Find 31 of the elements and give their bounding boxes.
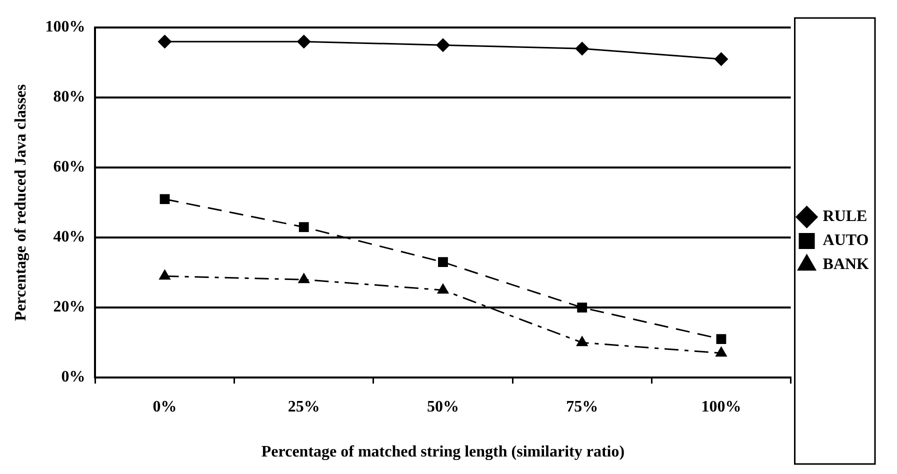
point (575, 42, 590, 56)
point (576, 336, 588, 346)
x-tick-label: 50% (426, 398, 459, 416)
point (714, 52, 728, 66)
point (298, 222, 309, 232)
y-tick-label: 40% (53, 228, 86, 246)
legend-label: RULE (822, 208, 868, 226)
point (298, 272, 310, 284)
x-tick-label: 100% (701, 398, 742, 416)
point (160, 194, 170, 204)
x-tick-label: 75% (566, 398, 598, 416)
y-tick-label: 60% (53, 158, 86, 176)
point (436, 38, 450, 52)
point (438, 257, 448, 268)
point (577, 302, 588, 313)
y-tick-label: 0% (61, 368, 86, 386)
x-tick-label: 25% (288, 398, 320, 416)
x-axis-title: Percentage of matched string length (similarity ratio) (261, 444, 625, 461)
point (158, 34, 172, 49)
y-tick-label: 100% (45, 18, 86, 36)
y-tick-label: 80% (53, 88, 86, 106)
point (716, 334, 726, 344)
point (296, 34, 311, 49)
point (158, 269, 171, 280)
y-axis-title: Percentage of reduced Java classes (12, 84, 30, 321)
x-tick-label: 0% (152, 398, 177, 416)
legend-label: BANK (822, 256, 870, 274)
point (436, 283, 450, 294)
legend-label: AUTO (822, 232, 869, 250)
point (715, 346, 728, 357)
y-tick-label: 20% (53, 298, 86, 316)
